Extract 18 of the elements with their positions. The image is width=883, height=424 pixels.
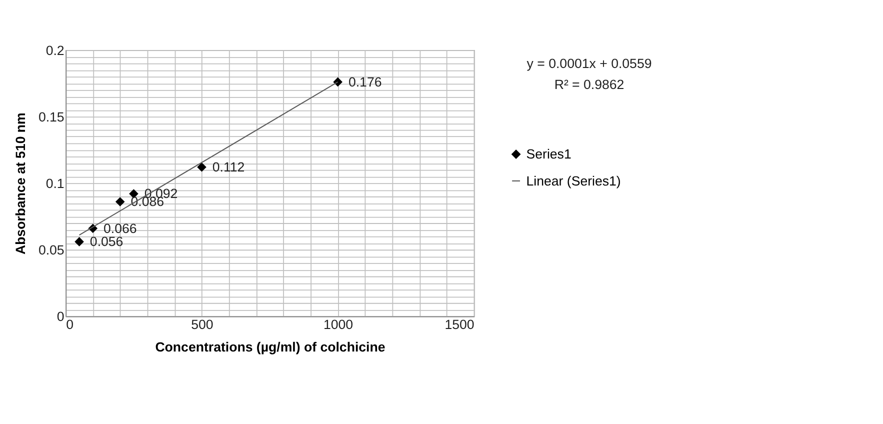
y-tick-label: 0.1 xyxy=(46,176,64,192)
x-tick-label: 1000 xyxy=(323,317,354,332)
data-label: 0.056 xyxy=(90,234,124,250)
text: y = 0.0001x + 0.0559 xyxy=(526,56,652,71)
data-label: 0.176 xyxy=(348,74,382,90)
data-label: 0.066 xyxy=(104,220,137,236)
y-axis-title: Absorbance at 510 nm xyxy=(13,112,28,255)
y-tick-label: 0.15 xyxy=(38,109,64,124)
y-tick-label: 0.05 xyxy=(38,242,64,258)
text: R² = 0.9862 xyxy=(554,77,624,92)
x-tick-label: 0 xyxy=(66,317,74,332)
y-tick-label: 0.2 xyxy=(46,42,64,58)
x-tick-label: 500 xyxy=(191,317,214,332)
x-axis-title: Concentrations (µg/ml) of colchicine xyxy=(155,339,386,354)
x-tick-label: 1500 xyxy=(444,317,474,332)
legend-label: Series1 xyxy=(526,146,572,162)
data-label: 0.112 xyxy=(212,160,245,175)
legend-label: Linear (Series1) xyxy=(526,173,621,188)
